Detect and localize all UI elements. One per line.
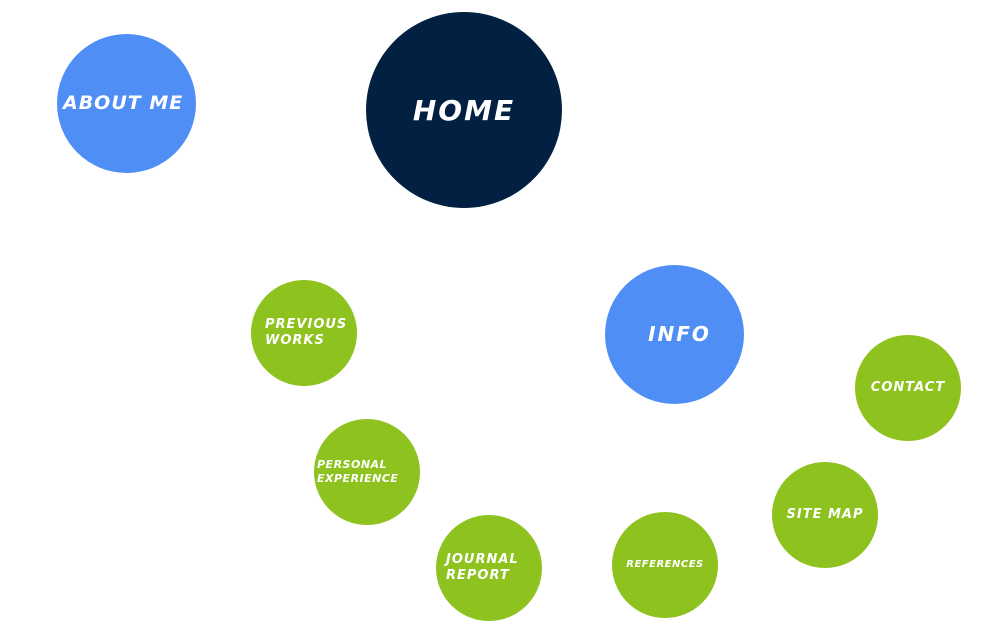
site-map-label: SITE MAP [786, 506, 864, 522]
journal-report-label-line1: JOURNAL [446, 551, 519, 567]
contact-link[interactable]: CONTACT [855, 335, 961, 441]
info-link[interactable]: INFO [605, 265, 744, 404]
site-map-link[interactable]: SITE MAP [772, 462, 878, 568]
journal-report-label-line2: REPORT [446, 568, 510, 583]
contact-label: CONTACT [870, 379, 946, 395]
previous-works-label-line2: WORKS [265, 333, 325, 348]
previous-works-label-line1: PREVIOUS [265, 316, 348, 332]
info-label: INFO [648, 322, 711, 346]
previous-works-link[interactable]: PREVIOUS WORKS [251, 280, 357, 386]
about-me-label: ABOUT ME [63, 91, 184, 114]
personal-experience-link[interactable]: PERSONAL EXPERIENCE [314, 419, 420, 525]
about-me-link[interactable]: ABOUT ME [57, 34, 196, 173]
home-label: HOME [412, 93, 516, 127]
journal-report-link[interactable]: JOURNAL REPORT [436, 515, 542, 621]
references-label: REFERENCES [626, 558, 704, 570]
personal-experience-label-line2: EXPERIENCE [317, 472, 399, 485]
personal-experience-label-line1: PERSONAL [317, 458, 388, 472]
home-link[interactable]: HOME [366, 12, 562, 208]
references-link[interactable]: REFERENCES [612, 512, 718, 618]
